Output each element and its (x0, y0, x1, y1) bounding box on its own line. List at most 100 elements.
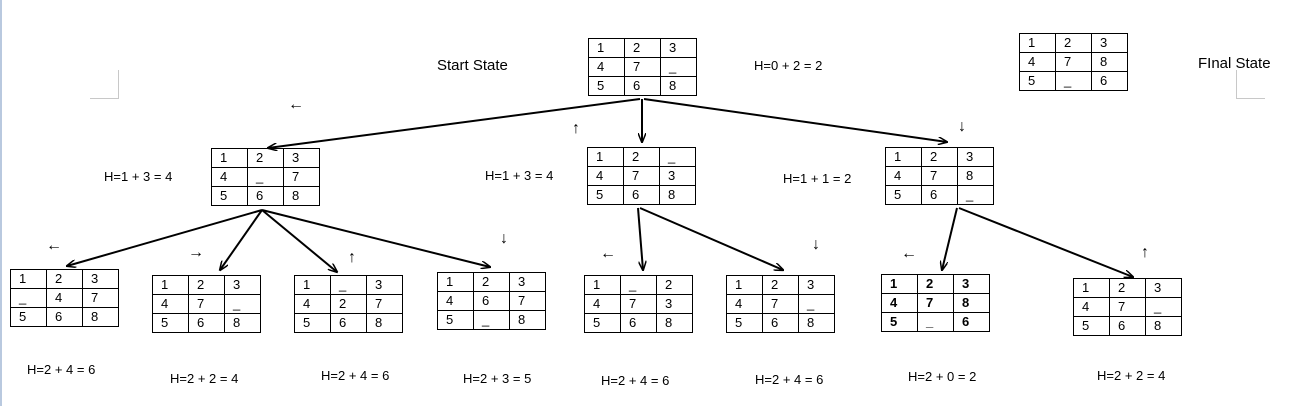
tile: _ (1055, 71, 1092, 91)
tile: 1 (885, 147, 922, 167)
tile: 5 (881, 312, 918, 332)
edge-left-l4 (261, 209, 490, 267)
tile: 6 (1109, 316, 1146, 336)
tile: 8 (656, 313, 693, 333)
tile: 7 (620, 294, 657, 314)
tile: 1 (211, 148, 248, 168)
edge-right-r1 (942, 207, 958, 270)
tile: 6 (762, 313, 799, 333)
tile: 6 (620, 313, 657, 333)
tile: 5 (588, 76, 625, 96)
tile: 2 (917, 274, 954, 294)
heuristic-r1: H=2 + 0 = 2 (908, 369, 977, 384)
tile: 5 (1073, 316, 1110, 336)
tile: _ (224, 294, 261, 314)
tile: 4 (1073, 297, 1110, 317)
tile: 2 (624, 38, 661, 58)
tile: 8 (509, 310, 546, 330)
tile: _ (330, 275, 367, 295)
tile: 8 (1145, 316, 1182, 336)
heuristic-m2: H=2 + 4 = 6 (755, 372, 824, 387)
tile: 8 (660, 76, 697, 96)
move-up-arrow-icon: ↑ (1141, 244, 1149, 261)
edge-left-l1 (67, 209, 263, 266)
tile: 6 (46, 307, 83, 327)
tile: 8 (659, 185, 696, 205)
tile: 2 (762, 275, 799, 295)
tile: 4 (881, 293, 918, 313)
heuristic-r2: H=2 + 2 = 4 (1097, 368, 1166, 383)
tile: 4 (726, 294, 763, 314)
heuristic-m1: H=2 + 4 = 6 (601, 373, 670, 388)
tile: 8 (224, 313, 261, 333)
tile: 5 (726, 313, 763, 333)
tile: 7 (623, 166, 660, 186)
tile: 7 (366, 294, 403, 314)
tile: 1 (1019, 33, 1056, 53)
tile: 2 (473, 272, 510, 292)
tile: 4 (587, 166, 624, 186)
heuristic-l2: H=2 + 2 = 4 (170, 371, 239, 386)
move-up-arrow-icon: ↑ (348, 249, 356, 266)
tile: 6 (624, 76, 661, 96)
move-left-arrow-icon: ← (600, 245, 616, 262)
tile: 5 (437, 310, 474, 330)
move-down-arrow-icon: ↓ (500, 230, 508, 247)
heuristic-mid: H=1 + 3 = 4 (485, 168, 554, 183)
tile: _ (659, 147, 696, 167)
tile: 3 (1091, 33, 1128, 53)
tile: 6 (921, 185, 958, 205)
tile: 6 (953, 312, 990, 332)
tile: _ (917, 312, 954, 332)
tile: 1 (584, 275, 621, 295)
tile: 1 (10, 269, 47, 289)
tile: 6 (330, 313, 367, 333)
page-margin-mark (1236, 70, 1265, 99)
tile: 8 (957, 166, 994, 186)
edge-right-r2 (958, 207, 1133, 277)
tile: 7 (917, 293, 954, 313)
tile: 7 (82, 288, 119, 308)
tile: 8 (366, 313, 403, 333)
tile: _ (798, 294, 835, 314)
tile: 4 (294, 294, 331, 314)
tile: 2 (247, 148, 284, 168)
tile: _ (957, 185, 994, 205)
edge-left-l3 (261, 209, 337, 272)
tile: 4 (211, 167, 248, 187)
tile: 8 (82, 307, 119, 327)
tile: 7 (1055, 52, 1092, 72)
tile: 3 (957, 147, 994, 167)
tile: 3 (656, 294, 693, 314)
move-left-arrow-icon: ← (46, 237, 62, 254)
tile: 3 (1145, 278, 1182, 298)
edge-root-right (643, 98, 947, 142)
heuristic-left: H=1 + 3 = 4 (104, 169, 173, 184)
move-left-arrow-icon: ← (901, 245, 917, 262)
tile: 1 (587, 147, 624, 167)
tile: 1 (1073, 278, 1110, 298)
tile: 7 (1109, 297, 1146, 317)
tile: 7 (762, 294, 799, 314)
edge-root-left (268, 98, 641, 148)
tile: 1 (881, 274, 918, 294)
tile: 1 (152, 275, 189, 295)
tile: 6 (1091, 71, 1128, 91)
tile: _ (1145, 297, 1182, 317)
tile: 2 (1055, 33, 1092, 53)
tile: _ (660, 57, 697, 77)
tile: 8 (798, 313, 835, 333)
move-left-arrow-icon: ← (288, 96, 304, 113)
tile: 8 (283, 186, 320, 206)
